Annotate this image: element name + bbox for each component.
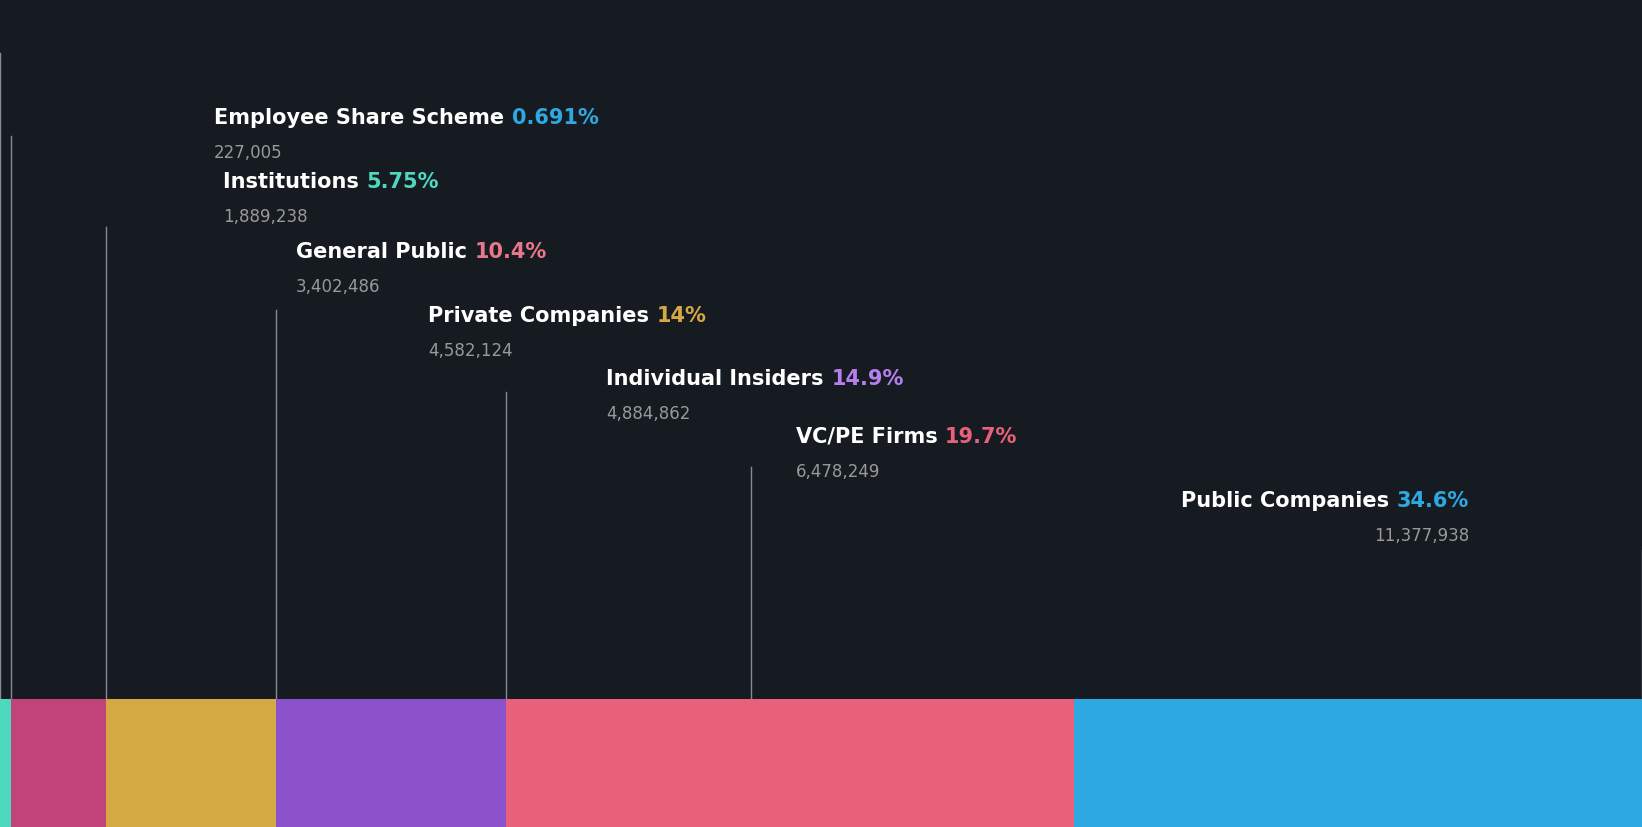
Text: 4,884,862: 4,884,862: [606, 405, 691, 423]
Bar: [105, 699, 276, 827]
Bar: [0, 699, 11, 827]
Text: 1,889,238: 1,889,238: [223, 208, 307, 226]
Bar: [11, 699, 105, 827]
Text: 3,402,486: 3,402,486: [296, 278, 381, 295]
Text: 11,377,938: 11,377,938: [1374, 526, 1470, 544]
Bar: [506, 699, 750, 827]
Text: 14.9%: 14.9%: [831, 369, 903, 389]
Text: 10.4%: 10.4%: [475, 241, 547, 261]
Text: 4,582,124: 4,582,124: [429, 342, 512, 359]
Text: Private Companies: Private Companies: [429, 305, 657, 325]
Text: 227,005: 227,005: [213, 144, 282, 162]
Text: General Public: General Public: [296, 241, 475, 261]
Bar: [1074, 699, 1642, 827]
Text: 0.691%: 0.691%: [512, 108, 598, 128]
Text: VC/PE Firms: VC/PE Firms: [796, 426, 946, 447]
Bar: [276, 699, 506, 827]
Text: 19.7%: 19.7%: [946, 426, 1018, 447]
Bar: [750, 699, 1074, 827]
Text: 6,478,249: 6,478,249: [796, 462, 880, 480]
Text: Employee Share Scheme: Employee Share Scheme: [213, 108, 512, 128]
Text: Public Companies: Public Companies: [1181, 490, 1397, 510]
Text: 5.75%: 5.75%: [366, 171, 438, 192]
Text: Individual Insiders: Individual Insiders: [606, 369, 831, 389]
Text: 34.6%: 34.6%: [1397, 490, 1470, 510]
Text: Institutions: Institutions: [223, 171, 366, 192]
Text: 14%: 14%: [657, 305, 706, 325]
